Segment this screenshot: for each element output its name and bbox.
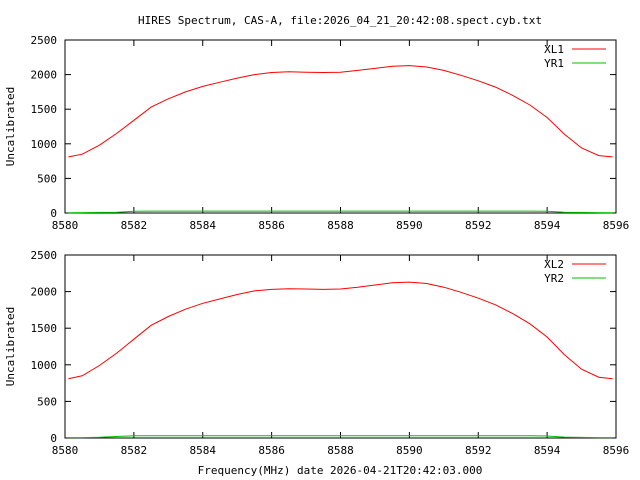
p2-xtick-label: 8596 — [603, 444, 630, 457]
p2-xtick-label: 8584 — [190, 444, 217, 457]
p1-ytick-label: 1500 — [31, 103, 58, 116]
p2-legend-label-yr2: YR2 — [544, 272, 564, 285]
p1-ytick-label: 1000 — [31, 138, 58, 151]
p1-legend-label-yr1: YR1 — [544, 57, 564, 70]
p1-xtick-label: 8592 — [465, 219, 492, 232]
p1-ytick-label: 2000 — [31, 69, 58, 82]
p2-xtick-label: 8592 — [465, 444, 492, 457]
p2-ytick-label: 500 — [37, 395, 57, 408]
p1-plot-frame — [64, 39, 617, 214]
p2-xtick-label: 8580 — [52, 444, 79, 457]
p1-xtick-label: 8582 — [121, 219, 148, 232]
p1-ytick-label: 500 — [37, 172, 57, 185]
p2-ytick-label: 1000 — [31, 359, 58, 372]
p2-plot-frame — [64, 254, 617, 439]
p1-xtick-label: 8584 — [190, 219, 217, 232]
p1-xtick-label: 8580 — [52, 219, 79, 232]
p2-legend-label-xl2: XL2 — [544, 258, 564, 271]
p1-ytick-label: 0 — [50, 207, 57, 220]
p2-series-xl2 — [68, 281, 613, 380]
p2-ytick-label: 2500 — [31, 249, 58, 262]
figure-title: HIRES Spectrum, CAS-A, file:2026_04_21_2… — [138, 14, 542, 27]
p1-series-xl1 — [68, 65, 613, 158]
p1-xtick-label: 8588 — [327, 219, 354, 232]
p2-ytick-label: 0 — [50, 432, 57, 445]
p2-series-yr2 — [68, 435, 613, 439]
p1-series-yr1 — [68, 210, 613, 214]
p1-xtick-label: 8596 — [603, 219, 630, 232]
p1-xtick-label: 8586 — [258, 219, 285, 232]
p1-ytick-label: 2500 — [31, 34, 58, 47]
p2-xtick-label: 8586 — [258, 444, 285, 457]
p1-y-axis-label: Uncalibrated — [4, 87, 17, 166]
p2-xtick-label: 8588 — [327, 444, 354, 457]
p2-xtick-label: 8582 — [121, 444, 148, 457]
p2-xtick-label: 8594 — [534, 444, 561, 457]
p2-ytick-label: 2000 — [31, 286, 58, 299]
x-axis-label: Frequency(MHz) date 2026-04-21T20:42:03.… — [198, 464, 483, 477]
p2-xtick-label: 8590 — [396, 444, 423, 457]
panel-top: 0 500 1000 1500 2000 2500 8580 8582 8584 8586 8588… — [4, 34, 629, 232]
p2-y-axis-label: Uncalibrated — [4, 307, 17, 386]
p1-legend-label-xl1: XL1 — [544, 43, 564, 56]
p1-xtick-label: 8590 — [396, 219, 423, 232]
panel-bottom: 0 500 1000 1500 2000 2500 8580 8582 8584 8586 8588… — [4, 249, 629, 457]
p2-ytick-label: 1500 — [31, 322, 58, 335]
p1-xtick-label: 8594 — [534, 219, 561, 232]
